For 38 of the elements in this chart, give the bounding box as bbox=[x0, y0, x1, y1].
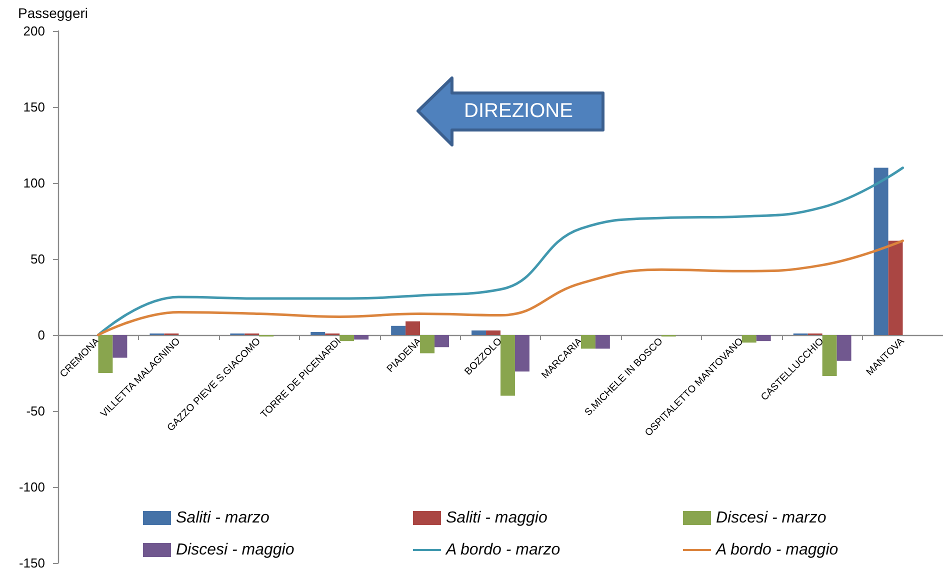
bar bbox=[742, 335, 756, 343]
bar bbox=[98, 335, 113, 373]
legend-label: Saliti - marzo bbox=[176, 510, 270, 526]
bar bbox=[112, 335, 128, 358]
y-tick-label: 50 bbox=[30, 252, 45, 266]
bar bbox=[822, 335, 837, 376]
bar bbox=[340, 335, 354, 342]
y-tick-label: -50 bbox=[26, 404, 45, 418]
legend-label: A bordo - marzo bbox=[445, 542, 560, 558]
bar bbox=[434, 335, 450, 348]
bar bbox=[500, 335, 515, 396]
legend-label: Discesi - maggio bbox=[176, 542, 294, 558]
legend-label: Discesi - marzo bbox=[716, 510, 826, 526]
y-tick-label: 0 bbox=[38, 328, 45, 342]
bar bbox=[391, 326, 406, 335]
y-tick-label: -100 bbox=[18, 480, 45, 494]
bar bbox=[580, 335, 596, 349]
legend-label: A bordo - maggio bbox=[715, 542, 838, 558]
y-tick-label: 100 bbox=[23, 176, 45, 190]
y-tick-label: 150 bbox=[23, 100, 45, 114]
bar bbox=[514, 335, 530, 372]
y-tick-label: -150 bbox=[18, 556, 45, 570]
bar bbox=[486, 330, 500, 335]
bar bbox=[310, 332, 326, 335]
y-tick-label: 200 bbox=[23, 24, 45, 38]
bar bbox=[595, 335, 610, 349]
bar bbox=[888, 240, 903, 335]
line-series bbox=[96, 240, 904, 336]
line-series bbox=[96, 166, 904, 336]
bar bbox=[354, 335, 369, 340]
bar bbox=[836, 335, 852, 361]
y-axis-title: Passeggeri bbox=[18, 5, 88, 21]
bar bbox=[472, 330, 486, 335]
legend-label: Saliti - maggio bbox=[446, 510, 548, 526]
bar bbox=[406, 321, 420, 335]
bar bbox=[420, 335, 435, 354]
bar bbox=[874, 168, 888, 335]
annotation: DIREZIONE bbox=[463, 99, 574, 124]
